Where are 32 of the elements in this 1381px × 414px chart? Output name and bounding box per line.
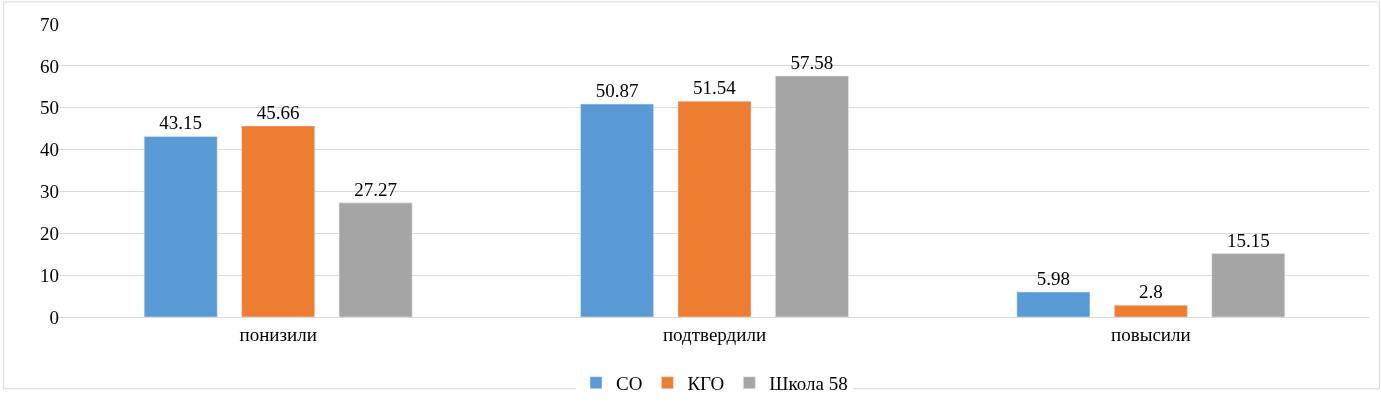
- y-tick-label: 70: [40, 13, 59, 35]
- bar: [775, 75, 849, 317]
- y-tick-label: 0: [49, 306, 59, 328]
- bar: [1016, 291, 1091, 317]
- bar: [1211, 253, 1286, 317]
- bar: [241, 125, 315, 317]
- data-label: 45.66: [256, 101, 300, 123]
- bar: [1114, 305, 1188, 317]
- data-label: 51.54: [692, 77, 737, 99]
- x-tick-label: подтвердили: [662, 323, 767, 345]
- data-label: 2.8: [1138, 281, 1163, 303]
- data-label: 15.15: [1226, 229, 1270, 251]
- y-tick-label: 50: [40, 97, 59, 119]
- bar: [143, 136, 218, 317]
- data-label: 43.15: [159, 112, 203, 134]
- bar: [338, 202, 413, 317]
- data-label: 27.27: [354, 178, 397, 200]
- y-tick-label: 10: [40, 264, 59, 286]
- y-tick-label: 60: [40, 55, 59, 77]
- legend-label: Школа 58: [769, 373, 848, 395]
- data-label: 5.98: [1036, 267, 1071, 289]
- x-tick-label: понизили: [239, 323, 317, 345]
- y-tick-label: 20: [40, 222, 59, 244]
- legend-label: СО: [616, 373, 643, 395]
- bar: [677, 101, 752, 317]
- data-label: 57.58: [790, 51, 834, 73]
- y-tick-label: 40: [40, 139, 59, 161]
- y-tick-label: 30: [40, 181, 59, 203]
- legend-label: КГО: [687, 373, 725, 395]
- x-tick-label: повысили: [1111, 323, 1191, 345]
- data-label: 50.87: [595, 80, 639, 102]
- bar: [580, 103, 654, 317]
